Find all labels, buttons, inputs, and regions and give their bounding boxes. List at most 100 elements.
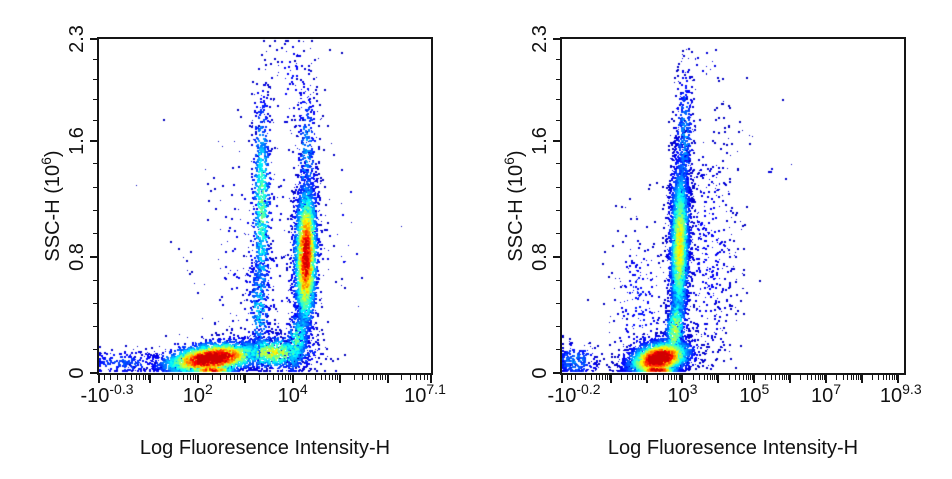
x-major-tick: [291, 375, 294, 383]
x-minor-tick: [353, 375, 355, 380]
x-minor-tick: [678, 375, 680, 380]
x-minor-tick: [857, 375, 859, 380]
x-minor-tick: [889, 375, 891, 380]
x-minor-tick: [882, 375, 884, 380]
x-minor-tick: [585, 375, 587, 380]
x-minor-tick: [172, 375, 174, 380]
x-minor-tick: [842, 375, 844, 380]
x-minor-tick: [663, 375, 665, 380]
y-minor-tick: [93, 279, 99, 281]
x-tick-label: 103: [667, 381, 698, 407]
x-tick-label: 109.3: [879, 381, 922, 407]
x-minor-tick: [273, 375, 275, 380]
y-minor-tick: [556, 233, 562, 235]
x-major-tick: [196, 375, 199, 383]
x-minor-tick: [714, 375, 716, 380]
x-minor-tick: [287, 375, 289, 380]
x-minor-tick: [638, 375, 640, 380]
x-minor-tick: [384, 375, 386, 380]
x-minor-tick: [189, 375, 191, 380]
x-tick-label: 104: [277, 381, 308, 407]
x-minor-tick: [595, 375, 597, 380]
x-minor-tick: [145, 375, 147, 380]
x-minor-tick: [219, 375, 221, 380]
x-minor-tick: [306, 375, 308, 380]
x-minor-tick: [139, 375, 141, 380]
x-major-tick: [753, 375, 756, 383]
x-minor-tick: [712, 375, 714, 380]
x-minor-tick: [819, 375, 821, 380]
x-minor-tick: [703, 375, 705, 380]
x-minor-tick: [362, 375, 364, 380]
density-scatter-canvas: [99, 39, 431, 373]
x-minor-tick: [109, 375, 111, 380]
x-minor-tick: [674, 375, 676, 380]
y-minor-tick: [556, 99, 562, 101]
x-tick-label: -10-0.2: [547, 381, 601, 407]
x-minor-tick: [382, 375, 384, 380]
x-minor-tick: [211, 375, 213, 380]
x-minor-tick: [183, 375, 185, 380]
x-minor-tick: [644, 375, 646, 380]
x-minor-tick: [850, 375, 852, 380]
x-minor-tick: [427, 375, 429, 380]
x-minor-tick: [135, 375, 137, 380]
x-major-tick: [860, 375, 863, 383]
x-major-tick: [386, 375, 389, 383]
x-minor-tick: [656, 375, 658, 380]
y-minor-tick: [556, 279, 562, 281]
y-major-tick: [553, 255, 562, 258]
x-major-tick: [244, 375, 247, 383]
x-minor-tick: [368, 375, 370, 380]
x-minor-tick: [376, 375, 378, 380]
x-minor-tick: [334, 375, 336, 380]
y-minor-tick: [556, 163, 562, 165]
x-major-tick: [609, 375, 612, 383]
x-minor-tick: [164, 375, 166, 380]
x-minor-tick: [822, 375, 824, 380]
x-major-tick: [681, 375, 684, 383]
x-major-tick: [789, 375, 792, 383]
x-minor-tick: [186, 375, 188, 380]
y-minor-tick: [93, 302, 99, 304]
x-minor-tick: [739, 375, 741, 380]
y-minor-tick: [93, 119, 99, 121]
x-minor-tick: [635, 375, 637, 380]
x-axis-title: Log Fluoresence Intensity-H: [139, 437, 391, 459]
x-minor-tick: [742, 375, 744, 380]
x-minor-tick: [806, 375, 808, 380]
x-tick-label: 107: [810, 381, 841, 407]
x-minor-tick: [855, 375, 857, 380]
x-minor-tick: [811, 375, 813, 380]
y-tick-label: 0: [529, 367, 551, 379]
x-minor-tick: [178, 375, 180, 380]
x-axis-title: Log Fluoresence Intensity-H: [607, 437, 859, 459]
x-minor-tick: [602, 375, 604, 380]
x-tick-label: 107.1: [404, 381, 446, 407]
x-minor-tick: [836, 375, 838, 380]
x-minor-tick: [277, 375, 279, 380]
y-tick-label: 1.6: [529, 126, 551, 155]
y-minor-tick: [93, 58, 99, 60]
y-tick-label: 2.3: [529, 25, 551, 53]
x-minor-tick: [750, 375, 752, 380]
x-minor-tick: [320, 375, 322, 380]
x-minor-tick: [745, 375, 747, 380]
y-minor-tick: [93, 163, 99, 165]
x-minor-tick: [778, 375, 780, 380]
y-minor-tick: [556, 326, 562, 328]
x-minor-tick: [284, 375, 286, 380]
x-major-tick: [430, 375, 432, 383]
x-minor-tick: [667, 375, 669, 380]
y-major-tick: [90, 38, 99, 40]
x-minor-tick: [709, 375, 711, 380]
y-minor-tick: [93, 186, 99, 188]
x-minor-tick: [784, 375, 786, 380]
x-minor-tick: [895, 375, 897, 380]
y-minor-tick: [556, 349, 562, 351]
x-minor-tick: [787, 375, 789, 380]
x-minor-tick: [225, 375, 227, 380]
flow-plot-right: Log Fluoresence Intensity-H -10-0.2 103 10…: [501, 25, 922, 459]
y-minor-tick: [93, 233, 99, 235]
x-minor-tick: [671, 375, 673, 380]
